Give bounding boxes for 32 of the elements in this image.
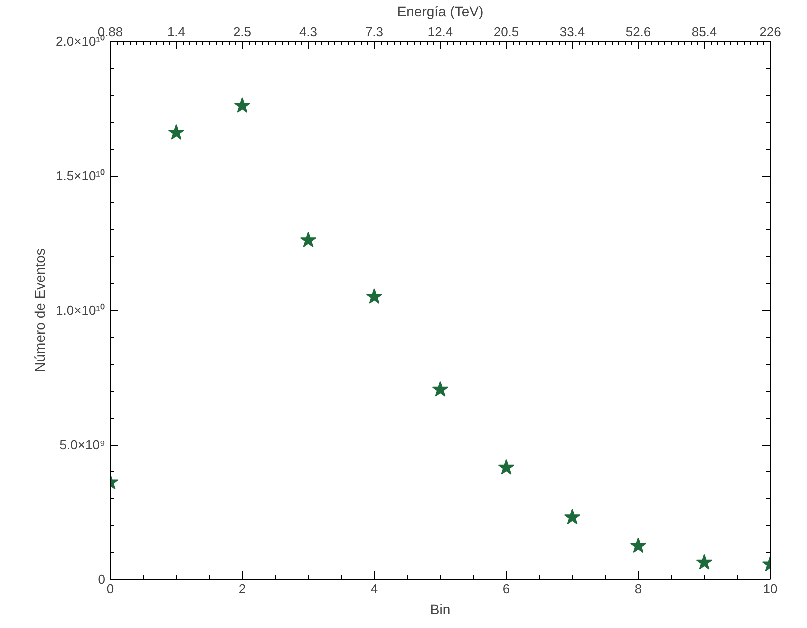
y-tick-label: 1.5×10¹⁰: [56, 168, 106, 184]
point: [432, 381, 449, 397]
text: 1.4: [167, 24, 186, 40]
y-axis-title: Número de Eventos: [32, 248, 48, 372]
x-tick-label: 2: [238, 582, 246, 596]
x2-axis-title: Energía (TeV): [397, 4, 484, 20]
y-tick-label: 1.0×10¹⁰: [56, 303, 106, 318]
text: 226: [760, 24, 782, 40]
y-tick-label: 2.0×10¹⁰: [56, 34, 106, 49]
text: 52.6: [626, 24, 652, 40]
text: 7.3: [365, 24, 384, 40]
point: [300, 232, 317, 248]
y-tick-label: 0: [98, 572, 106, 587]
x-tick-label: 4: [370, 582, 378, 596]
text: 20.5: [494, 24, 520, 40]
y-tick-label: 5.0×10⁹: [60, 438, 106, 452]
point: [564, 509, 581, 525]
text: 85.4: [692, 24, 718, 40]
point: [498, 459, 515, 475]
point: [168, 124, 185, 140]
point: [630, 538, 647, 554]
x-tick-label: 6: [502, 582, 510, 596]
point: [366, 288, 383, 304]
point: [234, 98, 251, 114]
x-tick-label: 8: [634, 582, 642, 596]
x-axis-title: Bin: [430, 602, 451, 618]
x-tick-label: 10: [763, 582, 778, 596]
point: [696, 554, 713, 570]
text: 33.4: [560, 24, 586, 40]
text: 4.3: [299, 24, 318, 40]
text: 2.5: [233, 24, 252, 40]
text: 12.4: [428, 24, 454, 40]
